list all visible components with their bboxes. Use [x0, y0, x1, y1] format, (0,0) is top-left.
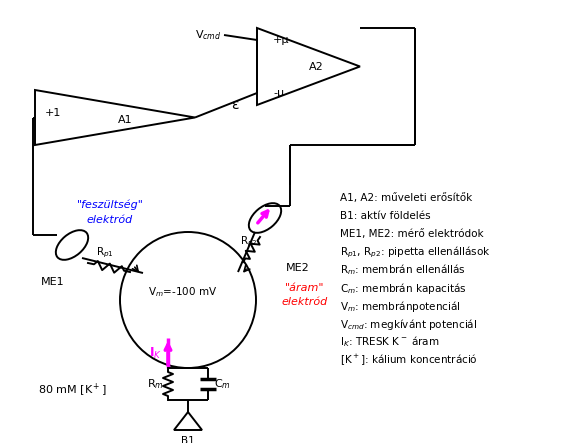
Text: R$_{p2}$: R$_{p2}$: [240, 235, 258, 249]
Text: I$_K$: I$_K$: [149, 346, 163, 361]
Text: +μ: +μ: [273, 35, 289, 45]
Text: ME1, ME2: mérő elektródok: ME1, ME2: mérő elektródok: [340, 229, 484, 239]
Text: V$_m$=-100 mV: V$_m$=-100 mV: [148, 285, 218, 299]
Text: B1: aktív földelés: B1: aktív földelés: [340, 211, 431, 221]
Text: A1, A2: műveleti erősítők: A1, A2: műveleti erősítők: [340, 193, 472, 203]
Text: V$_m$: membránpotenciál: V$_m$: membránpotenciál: [340, 299, 461, 314]
Text: B1: B1: [181, 436, 195, 443]
Text: elektród: elektród: [282, 297, 328, 307]
Text: R$_{p1}$, R$_{p2}$: pipetta ellenállások: R$_{p1}$, R$_{p2}$: pipetta ellenállások: [340, 244, 491, 260]
Text: ME2: ME2: [286, 263, 310, 273]
Text: elektród: elektród: [87, 215, 133, 225]
Text: "feszültség": "feszültség": [76, 200, 144, 210]
Text: A2: A2: [309, 62, 324, 71]
Text: C$_m$: C$_m$: [214, 377, 231, 391]
Text: +1: +1: [45, 108, 61, 117]
Text: 80 mM [K$^+$]: 80 mM [K$^+$]: [38, 381, 107, 399]
Text: ε: ε: [231, 98, 239, 112]
Text: V$_{cmd}$: V$_{cmd}$: [195, 28, 222, 42]
Text: I$_K$: TRESK K$^-$ áram: I$_K$: TRESK K$^-$ áram: [340, 334, 439, 350]
Text: R$_m$: R$_m$: [146, 377, 163, 391]
Text: C$_m$: membrán kapacitás: C$_m$: membrán kapacitás: [340, 280, 467, 295]
Text: -μ: -μ: [273, 88, 284, 98]
Text: "áram": "áram": [285, 283, 325, 293]
Text: [K$^+$]: kálium koncentráció: [K$^+$]: kálium koncentráció: [340, 353, 478, 367]
Text: R$_{p1}$: R$_{p1}$: [96, 246, 114, 260]
Text: R$_m$: membrán ellenállás: R$_m$: membrán ellenállás: [340, 263, 466, 277]
Text: ME1: ME1: [41, 277, 65, 287]
Text: V$_{cmd}$: megkívánt potenciál: V$_{cmd}$: megkívánt potenciál: [340, 316, 477, 331]
Text: A1: A1: [118, 114, 132, 124]
